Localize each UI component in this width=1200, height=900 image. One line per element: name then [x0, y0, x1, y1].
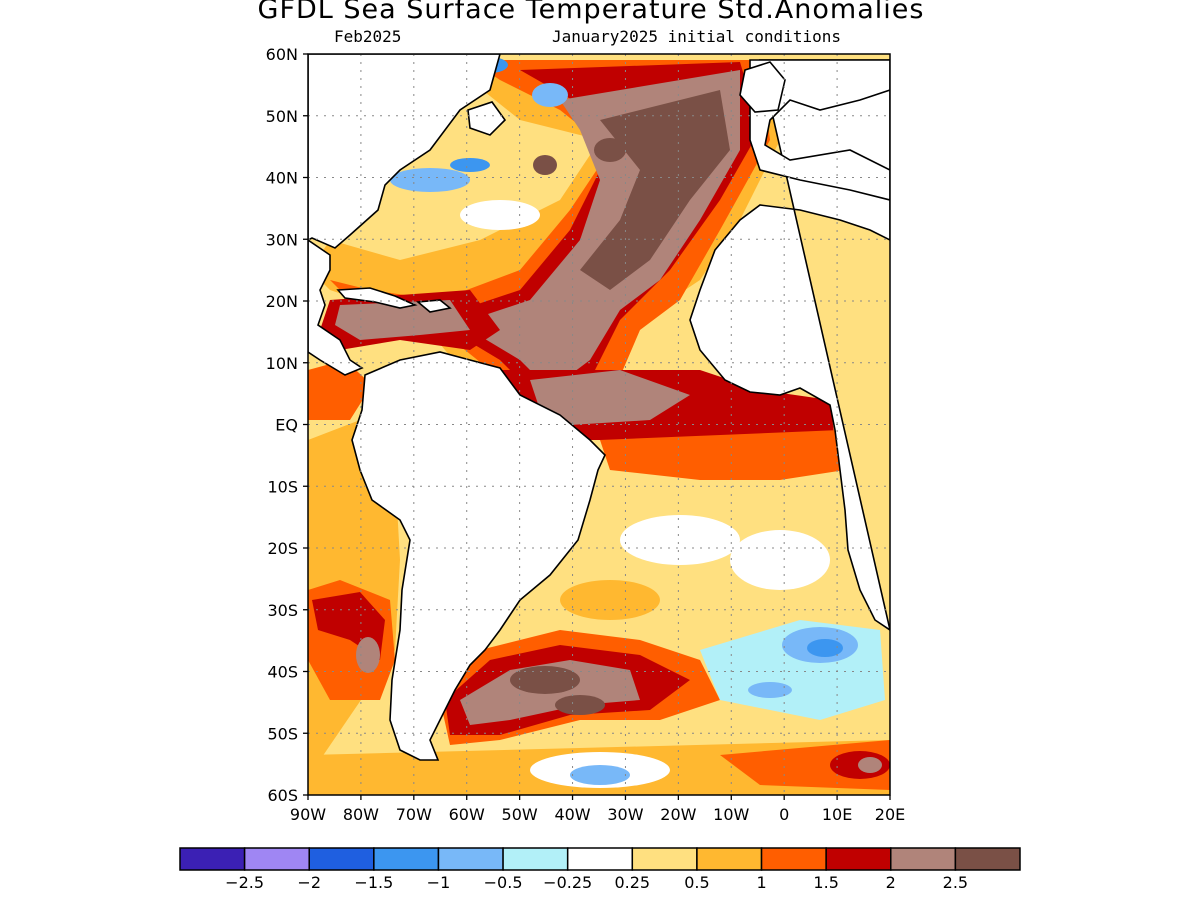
anomaly-region: [858, 757, 882, 773]
anomaly-region: [600, 430, 845, 480]
latitude-label: 20N: [266, 292, 298, 311]
colorbar-swatch: [308, 847, 375, 871]
anomaly-region: [555, 695, 605, 715]
colorbar-label: 2: [886, 873, 896, 892]
colorbar-label: 2.5: [943, 873, 968, 892]
latitude-label: 30N: [266, 230, 298, 249]
anomaly-region: [308, 360, 372, 420]
latitude-axis: 60N 50N 40N 30N 20N 10N EQ 10S 20S 30S 40S 50S 60S: [266, 45, 298, 805]
longitude-label: 0: [779, 805, 789, 824]
anomaly-region: [450, 158, 490, 172]
colorbar-swatch: [954, 847, 1021, 871]
land-europe: [749, 59, 890, 201]
latitude-label: EQ: [275, 416, 298, 435]
latitude-label: 50N: [266, 107, 298, 126]
initial-conditions-label: January2025 initial conditions: [552, 27, 841, 46]
anomaly-region: [748, 682, 792, 698]
colorbar-swatch: [890, 847, 957, 871]
colorbar-labels: −2.5 −2 −1.5 −1 −0.5 −0.25 0.25 0.5 1 1.5 2 2.5: [225, 873, 968, 892]
longitude-label: 90W: [290, 805, 326, 824]
longitude-label: 20W: [660, 805, 696, 824]
axis-ticks: [303, 53, 891, 800]
colorbar-label: −0.25: [543, 873, 592, 892]
colorbar-label: −2: [297, 873, 321, 892]
longitude-label: 40W: [554, 805, 590, 824]
colorbar-label: 1: [756, 873, 766, 892]
colorbar-label: −0.5: [484, 873, 523, 892]
latitude-label: 10N: [266, 354, 298, 373]
colorbar-label: −2.5: [225, 873, 264, 892]
anomaly-region: [390, 168, 470, 192]
forecast-month: Feb2025: [334, 27, 402, 46]
latitude-label: 10S: [267, 477, 298, 496]
latitude-label: 30S: [267, 601, 298, 620]
colorbar-swatch: [825, 847, 892, 871]
anomaly-field: [308, 54, 890, 795]
longitude-label: 30W: [607, 805, 643, 824]
anomaly-region: [530, 370, 690, 425]
latitude-label: 60S: [267, 786, 298, 805]
anomaly-region: [510, 666, 580, 694]
latitude-label: 40N: [266, 169, 298, 188]
latitude-label: 20S: [267, 539, 298, 558]
colorbar-swatch: [760, 847, 827, 871]
anomaly-region: [460, 200, 540, 230]
map-title: GFDL Sea Surface Temperature Std.Anomali…: [257, 0, 925, 25]
land-north-america: [308, 54, 501, 249]
colorbar-swatch: [437, 847, 504, 871]
colorbar-swatch: [243, 847, 310, 871]
anomaly-region: [356, 637, 380, 673]
land-newfoundland: [467, 101, 507, 136]
land-central-america: [308, 239, 364, 376]
land-africa: [689, 59, 890, 631]
anomaly-region: [807, 639, 843, 657]
anomaly-region: [594, 138, 626, 162]
longitude-label: 80W: [343, 805, 379, 824]
longitude-label: 10E: [822, 805, 852, 824]
land-hispaniola: [416, 299, 452, 313]
anomaly-region: [570, 765, 630, 785]
anomaly-region: [560, 580, 660, 620]
graticule: [308, 54, 890, 795]
land-british-isles: [739, 61, 786, 113]
latitude-label: 50S: [267, 724, 298, 743]
anomaly-region: [730, 530, 830, 590]
anomaly-region: [532, 83, 568, 107]
longitude-label: 50W: [502, 805, 538, 824]
colorbar-swatch: [631, 847, 698, 871]
colorbar-swatch: [696, 847, 763, 871]
colorbar-swatch: [566, 847, 634, 871]
colorbar-label: 0.5: [684, 873, 709, 892]
longitude-label: 70W: [396, 805, 432, 824]
land-cuba: [336, 287, 418, 309]
colorbar-swatch: [502, 847, 569, 871]
latitude-label: 40S: [267, 663, 298, 682]
colorbar-label: −1: [427, 873, 451, 892]
latitude-label: 60N: [266, 45, 298, 64]
anomaly-region: [533, 155, 557, 175]
longitude-label: 60W: [449, 805, 485, 824]
colorbar-swatch: [179, 847, 246, 871]
longitude-axis: 90W 80W 70W 60W 50W 40W 30W 20W 10W 0 10E 20E: [290, 805, 905, 824]
colorbar: [179, 847, 1021, 871]
longitude-label: 20E: [875, 805, 905, 824]
colorbar-label: 0.25: [614, 873, 650, 892]
anomaly-region: [620, 515, 740, 565]
longitude-label: 10W: [713, 805, 749, 824]
land-south-america: [351, 351, 606, 761]
colorbar-label: −1.5: [354, 873, 393, 892]
colorbar-label: 1.5: [813, 873, 838, 892]
colorbar-swatch: [373, 847, 440, 871]
